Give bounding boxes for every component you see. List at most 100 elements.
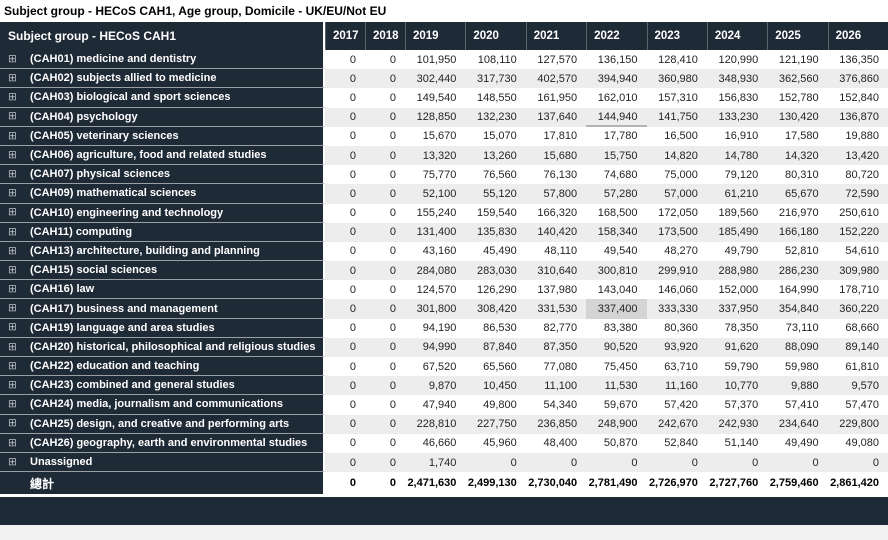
- matrix-cell[interactable]: 48,400: [543, 437, 578, 450]
- matrix-cell[interactable]: 14,820: [664, 149, 698, 162]
- matrix-cell[interactable]: 89,140: [845, 341, 879, 354]
- matrix-cell[interactable]: 48,270: [664, 245, 698, 258]
- matrix-cell[interactable]: 141,750: [658, 111, 698, 124]
- matrix-cell[interactable]: 0: [389, 72, 396, 85]
- expand-plus-icon[interactable]: ⊞: [8, 359, 17, 372]
- matrix-cell[interactable]: 0: [349, 207, 356, 220]
- matrix-cell[interactable]: 157,310: [658, 91, 698, 104]
- matrix-cell[interactable]: 93,920: [664, 341, 698, 354]
- matrix-cell[interactable]: 133,230: [718, 111, 759, 124]
- expand-plus-icon[interactable]: ⊞: [8, 379, 17, 392]
- matrix-cell[interactable]: 15,750: [603, 149, 638, 162]
- matrix-cell[interactable]: 52,840: [664, 437, 698, 450]
- matrix-cell[interactable]: 130,420: [778, 111, 819, 124]
- matrix-cell[interactable]: 48,110: [544, 245, 578, 258]
- expand-plus-icon[interactable]: ⊞: [8, 91, 17, 104]
- matrix-cell[interactable]: 90,520: [603, 341, 638, 354]
- matrix-cell[interactable]: 0: [349, 111, 356, 124]
- matrix-cell[interactable]: 360,980: [658, 72, 698, 85]
- row-header[interactable]: ⊞ (CAH23) combined and general studies: [0, 376, 325, 396]
- matrix-cell[interactable]: 126,290: [476, 283, 517, 296]
- expand-plus-icon[interactable]: ⊞: [8, 417, 17, 430]
- matrix-cell[interactable]: 2,726,970: [648, 477, 698, 490]
- matrix-cell[interactable]: 68,660: [845, 322, 879, 335]
- matrix-cell[interactable]: 158,340: [597, 226, 638, 239]
- column-header-2017[interactable]: 2017: [325, 22, 365, 50]
- row-header[interactable]: ⊞ (CAH22) education and teaching: [0, 357, 325, 377]
- matrix-cell[interactable]: 0: [389, 53, 396, 66]
- matrix-cell[interactable]: 91,620: [724, 341, 759, 354]
- matrix-cell[interactable]: 49,080: [845, 437, 879, 450]
- matrix-cell[interactable]: 14,320: [784, 149, 819, 162]
- matrix-cell[interactable]: 308,420: [476, 303, 517, 316]
- matrix-cell[interactable]: 0: [389, 322, 396, 335]
- expand-plus-icon[interactable]: ⊞: [8, 72, 17, 85]
- matrix-cell[interactable]: 77,080: [543, 360, 578, 373]
- matrix-cell[interactable]: 0: [349, 477, 356, 490]
- matrix-cell[interactable]: 57,410: [784, 398, 819, 411]
- matrix-cell[interactable]: 136,870: [839, 111, 879, 124]
- matrix-cell[interactable]: 310,640: [537, 264, 578, 277]
- matrix-cell[interactable]: 0: [349, 168, 356, 181]
- matrix-cell[interactable]: 0: [510, 456, 517, 469]
- matrix-cell[interactable]: 120,990: [718, 53, 759, 66]
- expand-plus-icon[interactable]: ⊞: [8, 302, 17, 315]
- matrix-cell[interactable]: 159,540: [476, 207, 517, 220]
- expand-plus-icon[interactable]: ⊞: [8, 148, 17, 161]
- matrix-cell[interactable]: 43,160: [422, 245, 457, 258]
- expand-plus-icon[interactable]: ⊞: [8, 52, 17, 65]
- row-header[interactable]: ⊞ (CAH19) language and area studies: [0, 318, 325, 338]
- matrix-cell[interactable]: 46,660: [422, 437, 457, 450]
- matrix-cell[interactable]: 300,810: [597, 264, 638, 277]
- matrix-cell[interactable]: 0: [349, 437, 356, 450]
- matrix-cell[interactable]: 149,540: [416, 91, 457, 104]
- matrix-cell[interactable]: 152,840: [839, 91, 879, 104]
- row-header[interactable]: ⊞ (CAH16) law: [0, 280, 325, 300]
- row-header[interactable]: ⊞ (CAH26) geography, earth and environmen…: [0, 433, 325, 453]
- matrix-cell[interactable]: 16,500: [664, 130, 698, 143]
- matrix-cell[interactable]: 2,759,460: [769, 477, 819, 490]
- matrix-cell[interactable]: 333,330: [658, 303, 698, 316]
- matrix-cell[interactable]: 152,000: [718, 283, 759, 296]
- matrix-cell[interactable]: 309,980: [839, 264, 879, 277]
- matrix-cell[interactable]: 337,400: [586, 299, 647, 319]
- matrix-cell[interactable]: 0: [389, 187, 396, 200]
- matrix-cell[interactable]: 80,720: [845, 168, 879, 181]
- matrix-cell[interactable]: 394,940: [597, 72, 638, 85]
- matrix-cell[interactable]: 0: [872, 456, 879, 469]
- matrix-cell[interactable]: 76,130: [543, 168, 578, 181]
- column-header-2019[interactable]: 2019: [405, 22, 465, 50]
- matrix-cell[interactable]: 49,540: [603, 245, 638, 258]
- matrix-cell[interactable]: 0: [389, 245, 396, 258]
- matrix-cell[interactable]: 128,410: [658, 53, 698, 66]
- matrix-cell[interactable]: 57,800: [543, 187, 578, 200]
- matrix-cell[interactable]: 376,860: [839, 72, 879, 85]
- expand-plus-icon[interactable]: ⊞: [8, 340, 17, 353]
- matrix-cell[interactable]: 83,380: [603, 322, 638, 335]
- matrix-cell[interactable]: 0: [349, 283, 356, 296]
- matrix-cell[interactable]: 234,640: [778, 418, 819, 431]
- row-header[interactable]: ⊞ (CAH09) mathematical sciences: [0, 184, 325, 204]
- matrix-cell[interactable]: 75,000: [664, 168, 698, 181]
- column-header-2018[interactable]: 2018: [365, 22, 405, 50]
- row-header[interactable]: ⊞ (CAH10) engineering and technology: [0, 203, 325, 223]
- corner-header[interactable]: Subject group - HECoS CAH1: [0, 22, 325, 50]
- row-header[interactable]: ⊞ (CAH02) subjects allied to medicine: [0, 69, 325, 89]
- expand-plus-icon[interactable]: ⊞: [8, 283, 17, 296]
- matrix-cell[interactable]: 74,680: [603, 168, 638, 181]
- matrix-cell[interactable]: 82,770: [543, 322, 578, 335]
- matrix-cell[interactable]: 0: [349, 53, 356, 66]
- matrix-cell[interactable]: 178,710: [839, 283, 879, 296]
- matrix-cell[interactable]: 136,350: [839, 53, 879, 66]
- row-header[interactable]: ⊞ (CAH11) computing: [0, 222, 325, 242]
- matrix-cell[interactable]: 173,500: [658, 226, 698, 239]
- matrix-cell[interactable]: 47,940: [422, 398, 457, 411]
- column-header-2025[interactable]: 2025: [767, 22, 827, 50]
- matrix-cell[interactable]: 161,950: [537, 91, 578, 104]
- matrix-cell[interactable]: 172,050: [658, 207, 698, 220]
- matrix-cell[interactable]: 354,840: [778, 303, 819, 316]
- column-header-2023[interactable]: 2023: [646, 22, 707, 50]
- matrix-cell[interactable]: 299,910: [658, 264, 698, 277]
- matrix-cell[interactable]: 14,780: [724, 149, 759, 162]
- matrix-cell[interactable]: 2,730,040: [528, 477, 578, 490]
